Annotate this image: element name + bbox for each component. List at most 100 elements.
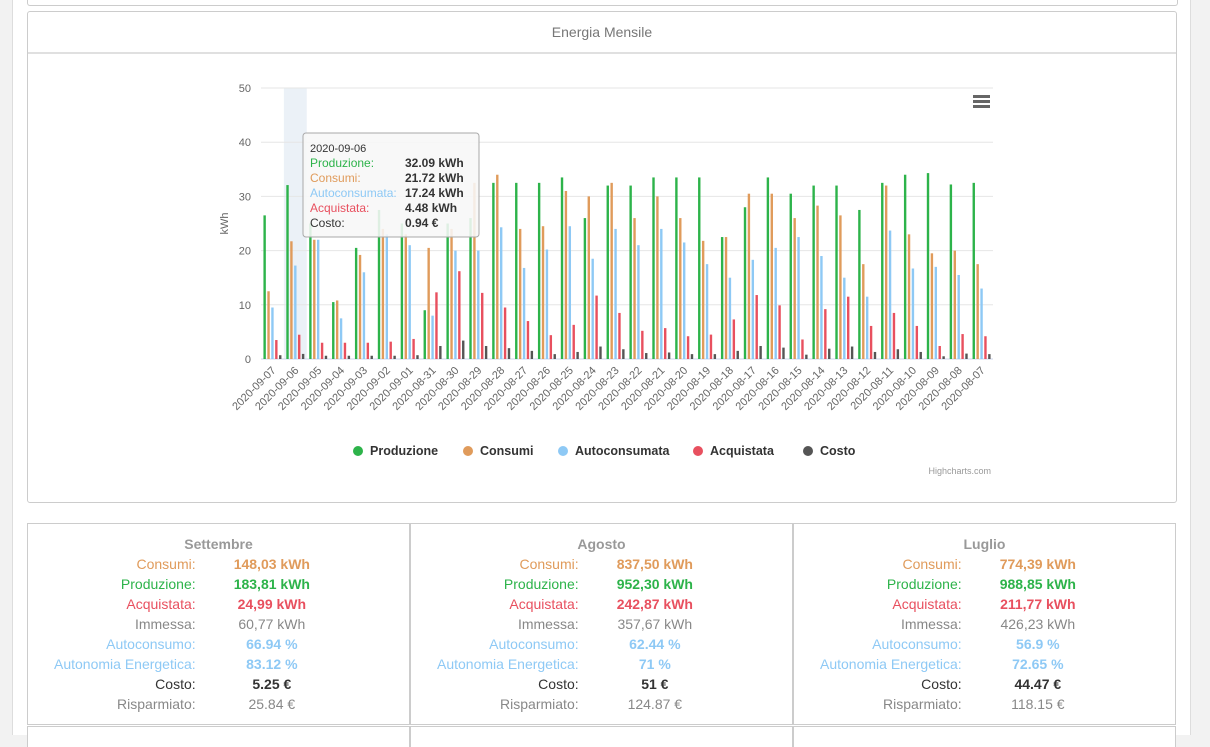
legend-item-autoconsumata[interactable]: Autoconsumata [575,444,671,458]
bar-consumi [953,250,956,359]
y-tick-label: 40 [239,137,251,149]
bar-consumi [976,264,979,359]
stat-value: 71 % [638,656,671,672]
stat-label: Risparmiato: [117,696,196,712]
stat-value: 211,77 kWh [1000,596,1076,612]
bar-autoconsumata [477,250,480,359]
bar-acquistata [938,345,941,359]
bar-costo [942,356,945,359]
stat-row: Consumi: 148,03 kWh [28,556,409,576]
bar-produzione [949,184,953,359]
stat-row: Produzione: 183,81 kWh [28,576,409,596]
stat-label: Risparmiato: [500,696,579,712]
stat-value: 66.94 % [246,636,298,652]
bar-consumi [290,241,293,359]
month-card-agosto: Agosto Consumi: 837,50 kWh Produzione: 952,3… [410,523,793,725]
menu-hitbox[interactable] [968,89,995,112]
bar-autoconsumata [911,268,915,359]
bar-autoconsumata [316,239,320,359]
legend-item-costo[interactable]: Costo [820,444,856,458]
bar-autoconsumata [431,315,434,359]
bar-acquistata [572,324,575,359]
bar-acquistata [641,330,644,359]
stat-row: Produzione: 988,85 kWh [794,576,1175,596]
stat-label: Produzione: [886,576,962,592]
bar-acquistata [549,335,553,359]
bar-costo [988,354,991,359]
bar-produzione [812,185,815,359]
bar-produzione [537,182,541,359]
bar-acquistata [961,334,964,359]
bar-produzione [446,223,449,359]
bar-autoconsumata [728,277,732,359]
bar-autoconsumata [797,237,800,359]
stat-label: Acquistata: [126,596,196,612]
bar-costo [690,354,694,359]
stat-value: 25.84 € [248,696,296,712]
bar-costo [279,355,282,359]
chart-menu-icon[interactable] [968,89,995,112]
bar-consumi [587,196,590,359]
stat-value: 357,67 kWh [617,616,693,632]
stat-value: 148,03 kWh [233,556,310,572]
bar-autoconsumata [843,277,846,359]
y-tick-label: 20 [239,246,251,258]
tooltip-value: 0.94 € [405,216,439,230]
legend-marker-produzione [353,446,363,456]
stat-row: Immessa: 426,23 kWh [794,616,1175,636]
tooltip-value: 17.24 kWh [405,186,464,200]
bar-costo [736,350,739,359]
tooltip-label: Autoconsumata: [310,186,397,200]
legend-item-produzione[interactable]: Produzione [370,444,438,458]
stat-value: 426,23 kWh [1000,616,1076,632]
bar-consumi [427,247,430,359]
stat-value: 60,77 kWh [238,616,306,632]
month-card-luglio: Luglio Consumi: 774,39 kWh Produzione: 988,8… [793,523,1176,725]
bar-consumi [450,228,453,359]
bar-costo [850,346,854,359]
bar-produzione [698,177,701,359]
bar-autoconsumata [934,266,938,359]
bar-autoconsumata [385,234,389,359]
stat-value: 44.47 € [1014,676,1062,692]
stat-label: Immessa: [134,616,196,632]
bar-acquistata [755,295,758,359]
bar-autoconsumata [294,265,297,359]
stat-label: Autoconsumo: [106,636,196,652]
stat-row: Risparmiato: 124.87 € [411,696,792,716]
legend-item-acquistata[interactable]: Acquistata [710,444,775,458]
tooltip-label: Produzione: [310,156,374,170]
bar-autoconsumata [522,267,526,359]
bar-produzione [423,310,426,359]
bar-costo [759,345,762,359]
credits-link[interactable]: Highcharts.com [928,466,991,476]
legend-marker-consumi [463,446,473,456]
bar-acquistata [526,321,530,359]
stat-row: Autoconsumo: 62.44 % [411,636,792,656]
stat-label: Immessa: [517,616,579,632]
stat-label: Consumi: [519,556,579,572]
bar-costo [599,346,602,359]
stat-label: Autoconsumo: [872,636,962,652]
bar-autoconsumata [774,247,777,359]
bar-consumi [656,196,659,359]
legend-marker-acquistata [693,446,703,456]
bar-autoconsumata [591,258,594,359]
bar-acquistata [869,325,873,359]
bar-acquistata [481,292,484,359]
bar-consumi [793,218,796,359]
bar-autoconsumata [408,245,411,359]
bar-acquistata [366,342,370,359]
bar-produzione [286,185,289,359]
bar-produzione [560,177,564,359]
bar-acquistata [412,338,415,359]
bar-autoconsumata [751,259,755,359]
stat-label: Acquistata: [892,596,962,612]
bar-costo [462,340,465,359]
legend-item-consumi[interactable]: Consumi [480,444,533,458]
stat-value: 183,81 kWh [233,576,310,592]
bar-costo [713,354,717,359]
legend-marker-costo [803,446,813,456]
month-card-settembre: Settembre Consumi: 148,03 kWh Produzione: 18… [27,523,410,725]
bar-produzione [377,209,381,359]
